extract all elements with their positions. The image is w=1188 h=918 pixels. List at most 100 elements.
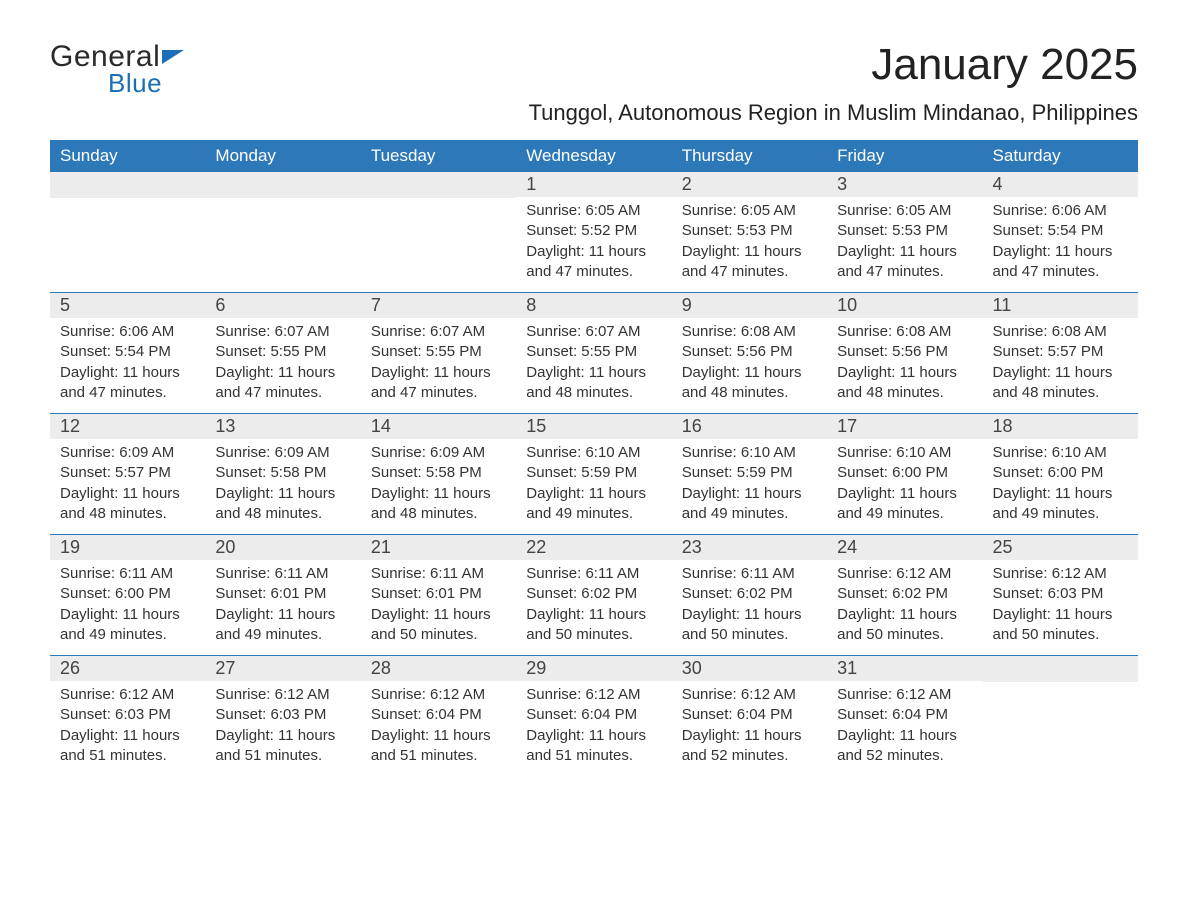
day-line: Sunset: 5:55 PM (526, 342, 661, 362)
day-content: Sunrise: 6:08 AMSunset: 5:56 PMDaylight:… (672, 318, 827, 403)
day-line: Daylight: 11 hours and 50 minutes. (371, 605, 506, 646)
day-cell-22: 22Sunrise: 6:11 AMSunset: 6:02 PMDayligh… (516, 535, 671, 655)
day-cell-19: 19Sunrise: 6:11 AMSunset: 6:00 PMDayligh… (50, 535, 205, 655)
day-line: Sunset: 6:02 PM (682, 584, 817, 604)
day-cell-4: 4Sunrise: 6:06 AMSunset: 5:54 PMDaylight… (983, 172, 1138, 292)
day-cell-24: 24Sunrise: 6:12 AMSunset: 6:02 PMDayligh… (827, 535, 982, 655)
day-cell-9: 9Sunrise: 6:08 AMSunset: 5:56 PMDaylight… (672, 293, 827, 413)
day-line: Sunrise: 6:11 AM (60, 564, 195, 584)
day-line: Daylight: 11 hours and 48 minutes. (682, 363, 817, 404)
day-content: Sunrise: 6:10 AMSunset: 5:59 PMDaylight:… (516, 439, 671, 524)
day-line: Sunset: 6:03 PM (215, 705, 350, 725)
day-number: 30 (672, 656, 827, 681)
day-number: 14 (361, 414, 516, 439)
day-line: Sunset: 6:02 PM (837, 584, 972, 604)
day-line: Daylight: 11 hours and 49 minutes. (993, 484, 1128, 525)
day-content: Sunrise: 6:05 AMSunset: 5:53 PMDaylight:… (672, 197, 827, 282)
day-number: 11 (983, 293, 1138, 318)
weekday-friday: Friday (827, 140, 982, 172)
day-content: Sunrise: 6:07 AMSunset: 5:55 PMDaylight:… (516, 318, 671, 403)
day-cell-2: 2Sunrise: 6:05 AMSunset: 5:53 PMDaylight… (672, 172, 827, 292)
day-content: Sunrise: 6:09 AMSunset: 5:58 PMDaylight:… (205, 439, 360, 524)
day-number: 16 (672, 414, 827, 439)
day-number: 25 (983, 535, 1138, 560)
calendar: SundayMondayTuesdayWednesdayThursdayFrid… (50, 140, 1138, 776)
day-content: Sunrise: 6:12 AMSunset: 6:04 PMDaylight:… (361, 681, 516, 766)
day-line: Sunrise: 6:12 AM (993, 564, 1128, 584)
weekday-monday: Monday (205, 140, 360, 172)
day-line: Daylight: 11 hours and 48 minutes. (526, 363, 661, 404)
day-line: Sunrise: 6:12 AM (526, 685, 661, 705)
day-cell-1: 1Sunrise: 6:05 AMSunset: 5:52 PMDaylight… (516, 172, 671, 292)
day-content: Sunrise: 6:11 AMSunset: 6:02 PMDaylight:… (672, 560, 827, 645)
day-number: 24 (827, 535, 982, 560)
day-number: 3 (827, 172, 982, 197)
day-cell-27: 27Sunrise: 6:12 AMSunset: 6:03 PMDayligh… (205, 656, 360, 776)
day-number: 2 (672, 172, 827, 197)
page-title: January 2025 (529, 40, 1138, 90)
day-cell-8: 8Sunrise: 6:07 AMSunset: 5:55 PMDaylight… (516, 293, 671, 413)
week-row: 5Sunrise: 6:06 AMSunset: 5:54 PMDaylight… (50, 292, 1138, 413)
day-line: Daylight: 11 hours and 49 minutes. (60, 605, 195, 646)
day-cell-11: 11Sunrise: 6:08 AMSunset: 5:57 PMDayligh… (983, 293, 1138, 413)
day-line: Sunset: 6:04 PM (682, 705, 817, 725)
day-line: Sunrise: 6:08 AM (993, 322, 1128, 342)
day-number: 19 (50, 535, 205, 560)
day-number: 10 (827, 293, 982, 318)
day-cell-17: 17Sunrise: 6:10 AMSunset: 6:00 PMDayligh… (827, 414, 982, 534)
day-cell-3: 3Sunrise: 6:05 AMSunset: 5:53 PMDaylight… (827, 172, 982, 292)
day-line: Sunrise: 6:08 AM (682, 322, 817, 342)
day-cell-20: 20Sunrise: 6:11 AMSunset: 6:01 PMDayligh… (205, 535, 360, 655)
day-cell-empty (983, 656, 1138, 776)
day-line: Sunset: 5:58 PM (371, 463, 506, 483)
day-number: 18 (983, 414, 1138, 439)
day-number: 7 (361, 293, 516, 318)
day-line: Sunset: 6:03 PM (993, 584, 1128, 604)
day-number (50, 172, 205, 198)
day-content: Sunrise: 6:12 AMSunset: 6:03 PMDaylight:… (983, 560, 1138, 645)
day-line: Daylight: 11 hours and 48 minutes. (215, 484, 350, 525)
day-line: Sunrise: 6:05 AM (682, 201, 817, 221)
weekday-header-row: SundayMondayTuesdayWednesdayThursdayFrid… (50, 140, 1138, 172)
day-number: 22 (516, 535, 671, 560)
day-content: Sunrise: 6:12 AMSunset: 6:02 PMDaylight:… (827, 560, 982, 645)
day-line: Sunrise: 6:12 AM (837, 685, 972, 705)
day-line: Daylight: 11 hours and 51 minutes. (60, 726, 195, 767)
day-number: 27 (205, 656, 360, 681)
day-line: Sunrise: 6:12 AM (215, 685, 350, 705)
day-line: Daylight: 11 hours and 48 minutes. (60, 484, 195, 525)
day-line: Sunset: 5:56 PM (682, 342, 817, 362)
day-line: Daylight: 11 hours and 47 minutes. (682, 242, 817, 283)
day-line: Daylight: 11 hours and 47 minutes. (215, 363, 350, 404)
day-line: Sunset: 6:04 PM (371, 705, 506, 725)
day-cell-13: 13Sunrise: 6:09 AMSunset: 5:58 PMDayligh… (205, 414, 360, 534)
header: General Blue January 2025 Tunggol, Auton… (50, 40, 1138, 126)
day-content: Sunrise: 6:11 AMSunset: 6:01 PMDaylight:… (205, 560, 360, 645)
day-line: Sunrise: 6:10 AM (993, 443, 1128, 463)
day-line: Sunset: 5:59 PM (526, 463, 661, 483)
day-line: Sunset: 5:57 PM (993, 342, 1128, 362)
day-line: Sunset: 6:00 PM (993, 463, 1128, 483)
day-cell-5: 5Sunrise: 6:06 AMSunset: 5:54 PMDaylight… (50, 293, 205, 413)
day-line: Sunrise: 6:07 AM (371, 322, 506, 342)
day-line: Sunrise: 6:07 AM (215, 322, 350, 342)
day-line: Sunrise: 6:06 AM (993, 201, 1128, 221)
day-line: Daylight: 11 hours and 51 minutes. (371, 726, 506, 767)
day-line: Sunrise: 6:06 AM (60, 322, 195, 342)
day-line: Sunset: 6:04 PM (526, 705, 661, 725)
day-cell-7: 7Sunrise: 6:07 AMSunset: 5:55 PMDaylight… (361, 293, 516, 413)
day-number: 9 (672, 293, 827, 318)
day-line: Sunset: 5:53 PM (837, 221, 972, 241)
location-subtitle: Tunggol, Autonomous Region in Muslim Min… (529, 100, 1138, 126)
day-content: Sunrise: 6:07 AMSunset: 5:55 PMDaylight:… (205, 318, 360, 403)
day-content: Sunrise: 6:12 AMSunset: 6:03 PMDaylight:… (50, 681, 205, 766)
day-line: Daylight: 11 hours and 47 minutes. (526, 242, 661, 283)
day-line: Daylight: 11 hours and 47 minutes. (993, 242, 1128, 283)
day-line: Sunset: 5:57 PM (60, 463, 195, 483)
day-cell-28: 28Sunrise: 6:12 AMSunset: 6:04 PMDayligh… (361, 656, 516, 776)
day-line: Sunrise: 6:12 AM (837, 564, 972, 584)
day-number: 26 (50, 656, 205, 681)
day-content: Sunrise: 6:12 AMSunset: 6:04 PMDaylight:… (827, 681, 982, 766)
day-line: Sunrise: 6:08 AM (837, 322, 972, 342)
day-line: Daylight: 11 hours and 49 minutes. (215, 605, 350, 646)
